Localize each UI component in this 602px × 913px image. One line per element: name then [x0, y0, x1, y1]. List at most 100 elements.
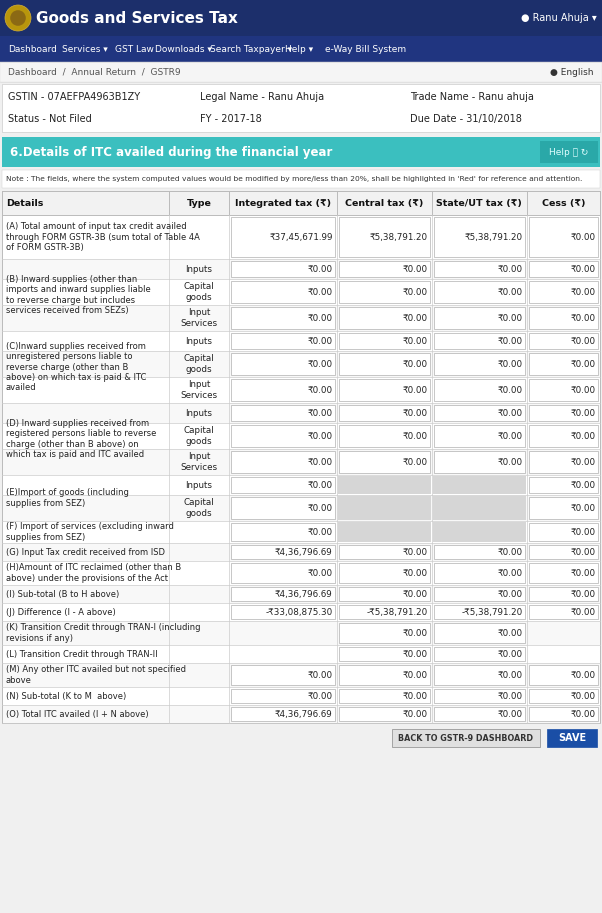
- Bar: [338, 587, 430, 601]
- Bar: [2, 84, 600, 132]
- Bar: [529, 261, 598, 277]
- Bar: [433, 563, 524, 583]
- Bar: [433, 425, 524, 447]
- Bar: [338, 496, 430, 520]
- Text: -₹5,38,791.20: -₹5,38,791.20: [367, 607, 427, 616]
- Text: Dashboard: Dashboard: [8, 45, 57, 54]
- Bar: [338, 379, 430, 401]
- Bar: [2, 585, 600, 603]
- Bar: [338, 689, 430, 703]
- Text: State/UT tax (₹): State/UT tax (₹): [436, 198, 522, 207]
- Text: -₹5,38,791.20: -₹5,38,791.20: [461, 607, 523, 616]
- Text: (E)Import of goods (including
supplies from SEZ): (E)Import of goods (including supplies f…: [6, 488, 129, 508]
- Text: ₹0.00: ₹0.00: [403, 457, 427, 467]
- Bar: [231, 307, 335, 329]
- Text: ₹0.00: ₹0.00: [571, 607, 596, 616]
- Text: ₹0.00: ₹0.00: [497, 337, 523, 345]
- Bar: [0, 36, 602, 62]
- Text: ₹5,38,791.20: ₹5,38,791.20: [465, 233, 523, 242]
- Text: ₹0.00: ₹0.00: [403, 709, 427, 719]
- Text: e-Way Bill System: e-Way Bill System: [325, 45, 406, 54]
- Bar: [433, 707, 524, 721]
- Bar: [540, 141, 598, 163]
- Bar: [433, 647, 524, 661]
- Text: Central tax (₹): Central tax (₹): [345, 198, 423, 207]
- Text: Input
Services: Input Services: [181, 309, 217, 328]
- Text: ₹5,38,791.20: ₹5,38,791.20: [370, 233, 427, 242]
- Text: ₹0.00: ₹0.00: [571, 385, 596, 394]
- Text: (L) Transition Credit through TRAN-II: (L) Transition Credit through TRAN-II: [6, 649, 158, 658]
- Text: Due Date - 31/10/2018: Due Date - 31/10/2018: [410, 113, 522, 123]
- Bar: [433, 476, 526, 494]
- Bar: [529, 587, 598, 601]
- Bar: [231, 217, 335, 257]
- Bar: [433, 217, 524, 257]
- Bar: [433, 623, 524, 643]
- Bar: [0, 0, 602, 36]
- Text: ₹0.00: ₹0.00: [571, 313, 596, 322]
- Text: Details: Details: [6, 198, 43, 207]
- Text: Note : The fields, where the system computed values would be modified by more/le: Note : The fields, where the system comp…: [6, 176, 582, 182]
- Text: ₹0.00: ₹0.00: [403, 548, 427, 557]
- Bar: [529, 707, 598, 721]
- Bar: [433, 587, 524, 601]
- Bar: [2, 191, 600, 215]
- Text: ₹0.00: ₹0.00: [497, 569, 523, 578]
- Text: ₹0.00: ₹0.00: [403, 337, 427, 345]
- Bar: [2, 137, 600, 167]
- Bar: [433, 281, 524, 303]
- Text: ₹0.00: ₹0.00: [571, 288, 596, 297]
- Bar: [338, 665, 430, 685]
- Bar: [231, 451, 335, 473]
- Text: ₹0.00: ₹0.00: [403, 670, 427, 679]
- Text: ₹0.00: ₹0.00: [497, 313, 523, 322]
- Text: ₹0.00: ₹0.00: [308, 503, 333, 512]
- Bar: [433, 522, 526, 542]
- Bar: [529, 497, 598, 519]
- Text: ₹0.00: ₹0.00: [308, 670, 333, 679]
- Text: ₹0.00: ₹0.00: [571, 337, 596, 345]
- Text: Input
Services: Input Services: [181, 452, 217, 472]
- Text: ₹0.00: ₹0.00: [308, 457, 333, 467]
- Text: ₹0.00: ₹0.00: [497, 432, 523, 440]
- Text: ₹0.00: ₹0.00: [571, 233, 596, 242]
- Bar: [529, 451, 598, 473]
- Bar: [433, 451, 524, 473]
- Text: ₹4,36,796.69: ₹4,36,796.69: [275, 548, 333, 557]
- Text: ₹0.00: ₹0.00: [571, 360, 596, 369]
- Bar: [529, 333, 598, 349]
- Bar: [231, 689, 335, 703]
- Text: ₹0.00: ₹0.00: [497, 288, 523, 297]
- Text: 6.Details of ITC availed during the financial year: 6.Details of ITC availed during the fina…: [10, 145, 332, 159]
- Text: ₹0.00: ₹0.00: [403, 649, 427, 658]
- Text: Search Taxpayer ▾: Search Taxpayer ▾: [210, 45, 292, 54]
- Bar: [2, 331, 600, 351]
- Bar: [529, 545, 598, 559]
- Text: ₹0.00: ₹0.00: [571, 548, 596, 557]
- Text: ₹4,36,796.69: ₹4,36,796.69: [275, 709, 333, 719]
- Text: ₹0.00: ₹0.00: [497, 408, 523, 417]
- Text: ₹0.00: ₹0.00: [308, 528, 333, 537]
- Bar: [338, 261, 430, 277]
- Bar: [338, 605, 430, 619]
- Bar: [2, 279, 600, 305]
- Text: Capital
goods: Capital goods: [184, 354, 214, 373]
- Text: Capital
goods: Capital goods: [184, 426, 214, 446]
- Text: Input
Services: Input Services: [181, 381, 217, 400]
- Bar: [529, 605, 598, 619]
- Bar: [338, 425, 430, 447]
- Bar: [2, 377, 600, 403]
- Text: ₹0.00: ₹0.00: [571, 709, 596, 719]
- Bar: [231, 405, 335, 421]
- Bar: [231, 261, 335, 277]
- Bar: [2, 449, 600, 475]
- Text: ₹0.00: ₹0.00: [308, 265, 333, 274]
- Bar: [433, 261, 524, 277]
- Bar: [338, 545, 430, 559]
- Bar: [2, 305, 600, 331]
- Bar: [231, 587, 335, 601]
- Bar: [2, 423, 600, 449]
- Text: (C)Inward supplies received from
unregistered persons liable to
reverse charge (: (C)Inward supplies received from unregis…: [6, 341, 146, 393]
- Bar: [2, 521, 600, 543]
- Text: ₹0.00: ₹0.00: [497, 360, 523, 369]
